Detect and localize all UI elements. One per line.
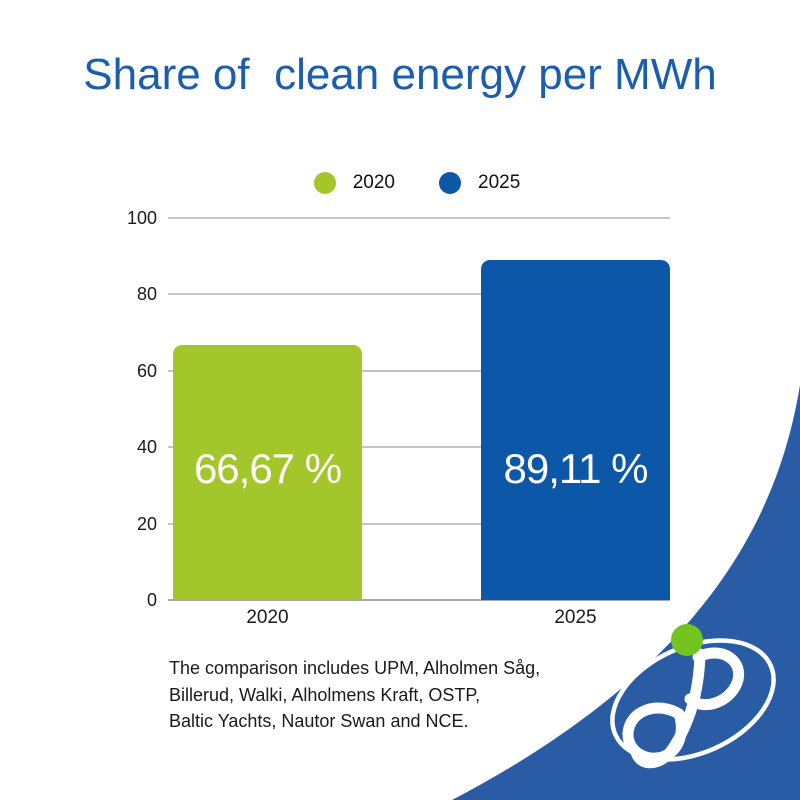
logo-ellipse [610,638,776,762]
legend-label: 2025 [478,172,521,193]
gridline-100 [168,217,670,219]
y-axis-tick-20: 20 [136,513,157,534]
legend-label: 2020 [352,172,395,193]
footnote: The comparison includes UPM, Alholmen Så… [169,658,541,731]
logo-green-dot [671,624,703,656]
legend-item-2025: 2025 [439,172,520,194]
chart-legend: 2020 2025 [0,169,800,197]
logo-monogram [622,647,745,769]
legend-item-2020: 2020 [313,172,395,194]
y-axis-tick-60: 60 [136,360,157,381]
gridline-40 [168,446,670,449]
bar-2020 [173,345,362,600]
gridline-20 [168,522,670,525]
y-axis-tick-80: 80 [136,284,157,305]
legend-swatch-icon [439,172,461,194]
x-axis-label-2020: 2020 [246,607,289,628]
y-axis-tick-100: 100 [126,208,157,228]
bar-2025 [481,259,670,600]
y-axis-tick-40: 40 [136,437,157,458]
bar-value-label-2025: 89,11 % [503,445,649,492]
gridline-60 [168,369,670,372]
legend-swatch-icon [313,172,336,194]
company-logo [610,624,776,769]
y-axis-tick-0: 0 [146,590,157,610]
page-title: Share of clean energy per MWh [83,50,717,99]
gridline-0 [168,599,670,601]
gridline-80 [168,293,670,296]
x-axis-label-2025: 2025 [554,607,597,628]
swoosh-shape [452,385,800,800]
bar-value-label-2020: 66,67 % [193,445,342,492]
